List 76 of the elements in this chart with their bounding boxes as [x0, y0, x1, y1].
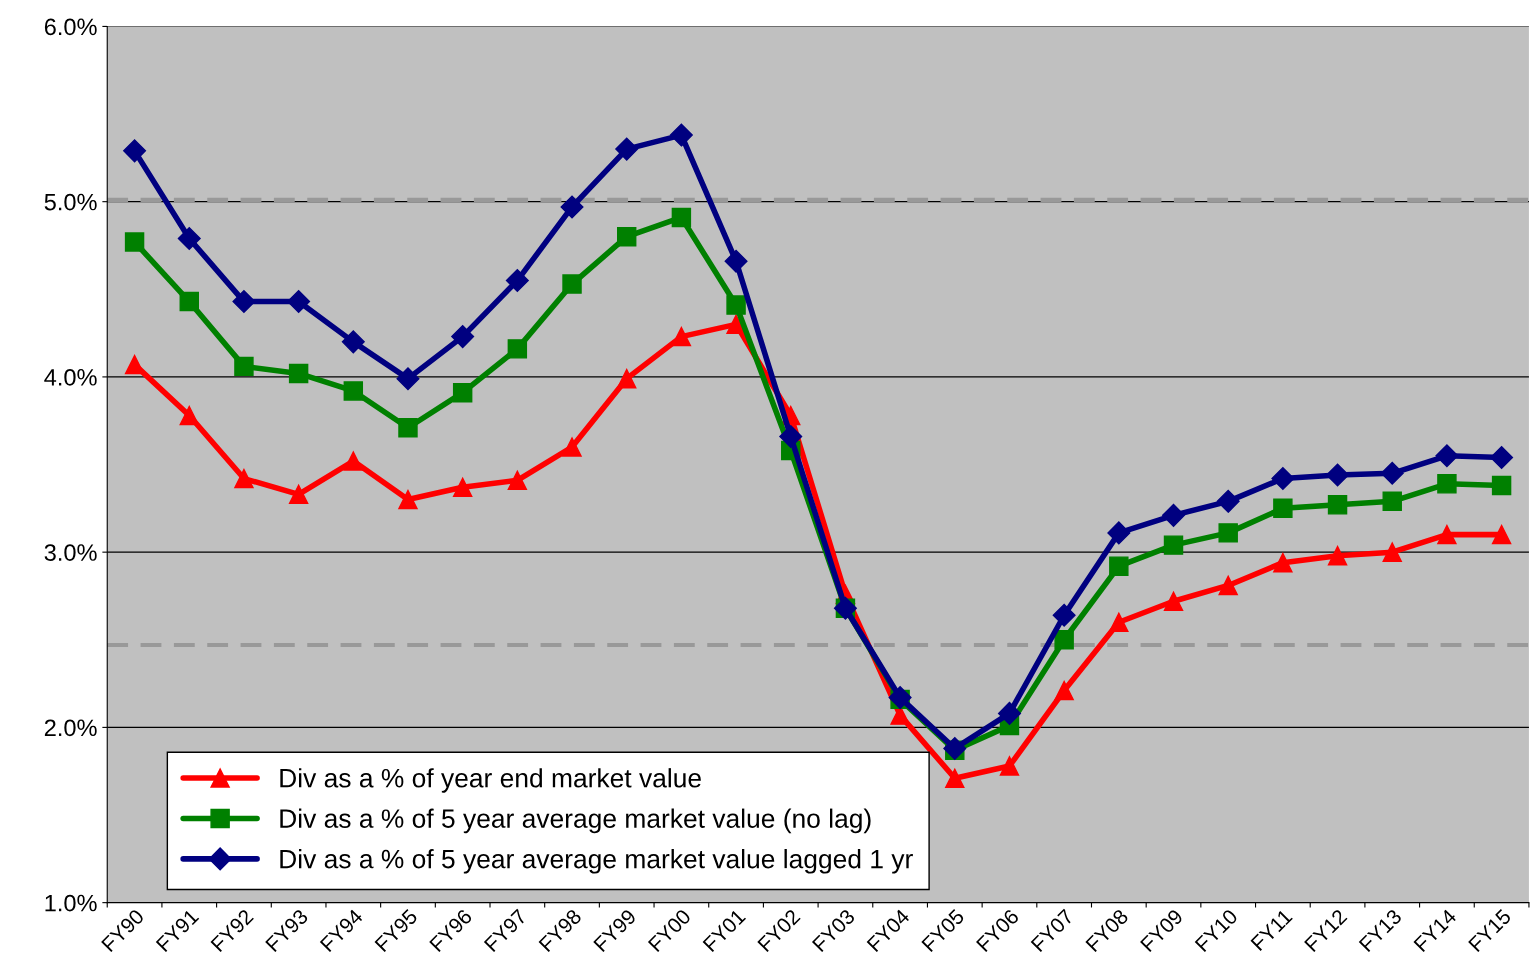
point	[1326, 463, 1350, 487]
point	[341, 330, 365, 354]
point	[452, 382, 473, 403]
point	[1216, 489, 1240, 513]
point	[177, 226, 201, 250]
legend-label: Div as a % of 5 year average market value lagged 1 yr	[280, 849, 913, 874]
point	[562, 437, 582, 457]
point	[232, 290, 256, 314]
point	[1218, 523, 1238, 543]
point	[451, 325, 475, 349]
point	[997, 701, 1021, 725]
point	[1109, 612, 1129, 632]
point	[507, 339, 528, 359]
point	[945, 768, 965, 788]
point	[724, 249, 748, 273]
legend-label: Div as a % of year end market value	[280, 768, 701, 793]
point	[123, 139, 147, 163]
point	[1271, 467, 1295, 491]
point	[234, 356, 254, 377]
point	[1491, 524, 1512, 545]
point	[615, 137, 639, 161]
point	[1327, 545, 1348, 566]
point	[1107, 521, 1131, 545]
y-tick-label: 6.0%	[44, 18, 97, 36]
point	[1435, 444, 1459, 468]
point	[287, 290, 311, 314]
point	[1382, 491, 1402, 512]
point	[1273, 552, 1293, 573]
point	[671, 326, 692, 347]
point	[999, 756, 1020, 776]
point	[1163, 591, 1184, 611]
point	[1380, 461, 1404, 485]
y-tick-label: 2.0%	[44, 719, 97, 737]
point	[288, 484, 309, 505]
point	[124, 354, 145, 375]
legend-label: Div as a % of 5 year average market value (no lag)	[280, 808, 871, 834]
point	[560, 195, 584, 219]
point	[1054, 680, 1074, 701]
y-tick-label: 4.0%	[44, 368, 97, 386]
point	[234, 468, 254, 489]
point	[179, 405, 199, 426]
y-tick-label: 3.0%	[44, 544, 97, 561]
point	[343, 381, 364, 401]
point	[1437, 524, 1457, 545]
point	[288, 363, 309, 384]
point	[1382, 542, 1402, 562]
point	[1327, 495, 1348, 515]
point	[396, 367, 420, 391]
point	[669, 123, 693, 147]
point	[726, 295, 746, 315]
point	[1163, 535, 1184, 555]
y-tick-label: 5.0%	[44, 193, 97, 211]
point	[1490, 446, 1514, 470]
point	[452, 477, 473, 498]
point	[1273, 498, 1293, 519]
point	[505, 269, 529, 293]
point	[562, 274, 582, 294]
point	[1437, 474, 1457, 494]
point	[1052, 603, 1076, 627]
point	[1054, 630, 1074, 650]
point	[124, 232, 145, 252]
point	[726, 314, 746, 335]
point	[779, 424, 803, 448]
point	[1491, 475, 1512, 496]
point	[179, 291, 199, 312]
point	[1162, 503, 1186, 527]
point	[398, 418, 418, 438]
point	[343, 451, 364, 471]
y-tick-label: 1.0%	[45, 894, 97, 912]
point	[671, 207, 692, 228]
point	[616, 368, 637, 389]
point	[507, 470, 528, 491]
point	[398, 489, 418, 510]
point	[616, 226, 637, 247]
point	[1218, 575, 1238, 596]
point	[1109, 556, 1129, 576]
